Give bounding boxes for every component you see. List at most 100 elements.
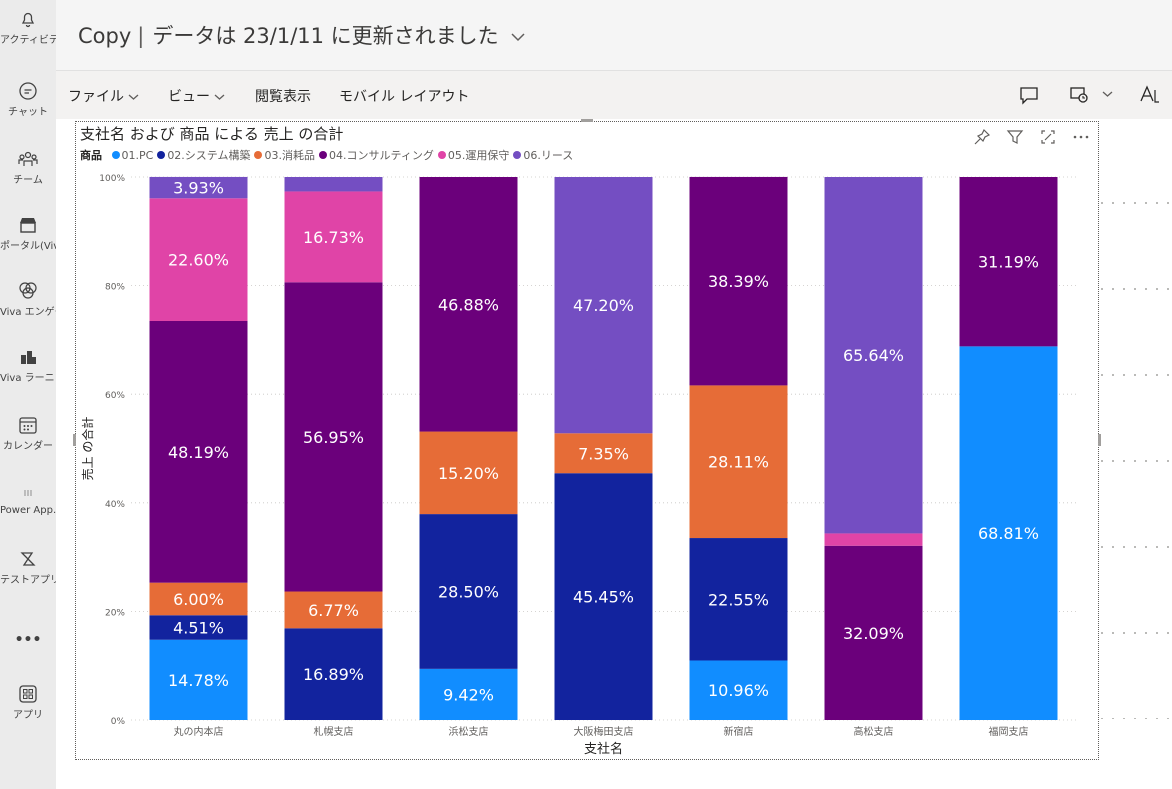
bar-segment[interactable] (824, 545, 923, 720)
bar-segment[interactable] (149, 198, 248, 322)
more-options-icon[interactable] (1072, 128, 1090, 150)
refresh-status[interactable]: データは 23/1/11 に更新されました (152, 24, 499, 48)
bar-segment[interactable] (554, 473, 653, 720)
bar-segment[interactable] (959, 177, 1058, 347)
rail-item-more[interactable]: ••• (0, 625, 56, 648)
grid-dot (1167, 546, 1169, 548)
bar-segment[interactable] (284, 282, 383, 592)
legend-item[interactable]: 02.システム構築 (157, 149, 250, 162)
bar-segment[interactable] (149, 615, 248, 640)
visual-title: 支社名 および 商品 による 売上 の合計 (80, 125, 344, 143)
resize-handle-right[interactable] (1098, 434, 1101, 446)
grid-dot (1134, 460, 1136, 462)
report-header: Copy | データは 23/1/11 に更新されました (56, 0, 1172, 71)
grid-dot (1101, 288, 1103, 290)
bar-segment[interactable] (284, 591, 383, 629)
grid-dot (1145, 718, 1147, 719)
data-label: 22.55% (708, 590, 769, 609)
rail-item-bell[interactable]: アクティビティ (0, 8, 56, 46)
bar-segment[interactable] (419, 668, 518, 720)
chevron-down-icon[interactable] (1102, 90, 1113, 98)
rail-item-label: アクティビティ (0, 35, 56, 46)
bar-segment[interactable] (554, 177, 653, 434)
more-icon (0, 625, 56, 631)
x-tick-label: 丸の内本店 (174, 725, 224, 738)
rail-item-label: Viva エンゲー... (0, 307, 56, 318)
view-menu[interactable]: ビュー (168, 86, 225, 106)
grid-dot (1156, 202, 1158, 204)
rail-item-powerapps[interactable]: Power App... (0, 482, 56, 516)
data-label: 46.88% (438, 295, 499, 314)
report-canvas: 支社名 および 商品 による 売上 の合計 商品 01.PC 02.システム構築 0… (56, 119, 1172, 789)
app-icon (20, 552, 36, 566)
file-menu[interactable]: ファイル (68, 86, 139, 106)
title-separator: | (137, 24, 145, 48)
legend-item[interactable]: 03.消耗品 (254, 149, 315, 162)
bar-segment[interactable] (149, 176, 248, 199)
focus-mode-icon[interactable] (1039, 128, 1057, 150)
bar-segment[interactable] (419, 177, 518, 432)
bar-segment[interactable] (689, 176, 788, 386)
legend-item[interactable]: 04.コンサルティング (318, 149, 434, 162)
report-title: Copy | データは 23/1/11 に更新されました (78, 20, 525, 50)
rail-item-apps[interactable]: アプリ (0, 683, 56, 721)
bar-segment[interactable] (419, 431, 518, 515)
bar-segment[interactable] (689, 538, 788, 661)
subscribe-icon[interactable] (1068, 84, 1090, 106)
data-label: 31.19% (978, 253, 1039, 272)
bar-segment[interactable] (149, 639, 248, 720)
y-tick-label: 100% (99, 174, 125, 184)
pin-icon[interactable] (973, 128, 991, 150)
comment-icon[interactable] (1018, 84, 1040, 106)
x-tick-label: 福岡支店 (989, 725, 1029, 738)
rail-item-chat[interactable]: チャット (0, 80, 56, 118)
bar-segment[interactable] (419, 514, 518, 669)
rail-item-learning[interactable]: Viva ラーニング (0, 346, 56, 384)
bar-segment[interactable] (824, 177, 923, 534)
rail-item-app[interactable]: テストアプリ2... (0, 548, 56, 586)
text-format-icon[interactable] (1138, 84, 1162, 106)
bar-segment[interactable] (149, 321, 248, 583)
chat-icon (19, 82, 37, 100)
grid-dot (1156, 288, 1158, 290)
grid-dot (1145, 632, 1147, 634)
mobile-layout-button[interactable]: モバイル レイアウト (339, 89, 470, 105)
bar-segment[interactable] (149, 582, 248, 616)
bar-segment[interactable] (824, 533, 923, 546)
grid-dot (1112, 632, 1114, 634)
bar-segment[interactable] (284, 191, 383, 283)
legend-swatch (437, 151, 446, 159)
legend-item[interactable]: 01.PC (111, 149, 153, 162)
bar-segment[interactable] (284, 628, 383, 720)
x-tick-label: 大阪梅田支店 (574, 725, 634, 738)
teams-icon (18, 151, 38, 166)
report-name: Copy (78, 24, 132, 48)
rail-item-calendar[interactable]: カレンダー (0, 414, 56, 452)
chevron-down-icon[interactable] (511, 32, 525, 42)
resize-handle-top[interactable] (581, 119, 593, 122)
filter-icon[interactable] (1006, 128, 1024, 150)
viva-icon (20, 218, 36, 233)
bar-segment[interactable] (689, 385, 788, 539)
bar-segment[interactable] (689, 660, 788, 720)
rail-item-label: ポータル(Viva) (0, 241, 56, 252)
bar-segment[interactable] (959, 346, 1058, 720)
data-label: 65.64% (843, 346, 904, 365)
bar-segment[interactable] (554, 433, 653, 474)
legend-item[interactable]: 05.運用保守 (437, 149, 509, 162)
canvas-grid-dots (1101, 202, 1169, 719)
rail-item-engage[interactable]: Viva エンゲー... (0, 280, 56, 318)
grid-dot (1123, 288, 1125, 290)
rail-item-label: アプリ (13, 710, 43, 721)
legend-item[interactable]: 06.リース (513, 149, 573, 162)
grid-dot (1112, 374, 1114, 376)
resize-handle-left[interactable] (73, 434, 76, 446)
bar-segment[interactable] (284, 177, 383, 192)
rail-item-viva[interactable]: ポータル(Viva) (0, 214, 56, 252)
rail-item-label: Viva ラーニング (0, 373, 56, 384)
reading-view-button[interactable]: 閲覧表示 (255, 89, 311, 105)
stacked-bar-visual[interactable]: 支社名 および 商品 による 売上 の合計 商品 01.PC 02.システム構築 0… (73, 119, 1101, 760)
rail-item-teams[interactable]: チーム (0, 148, 56, 186)
chart-legend: 商品 01.PC 02.システム構築 03.消耗品 04.コンサルティング 05.運用保… (80, 147, 577, 163)
y-tick-label: 80% (105, 283, 125, 293)
